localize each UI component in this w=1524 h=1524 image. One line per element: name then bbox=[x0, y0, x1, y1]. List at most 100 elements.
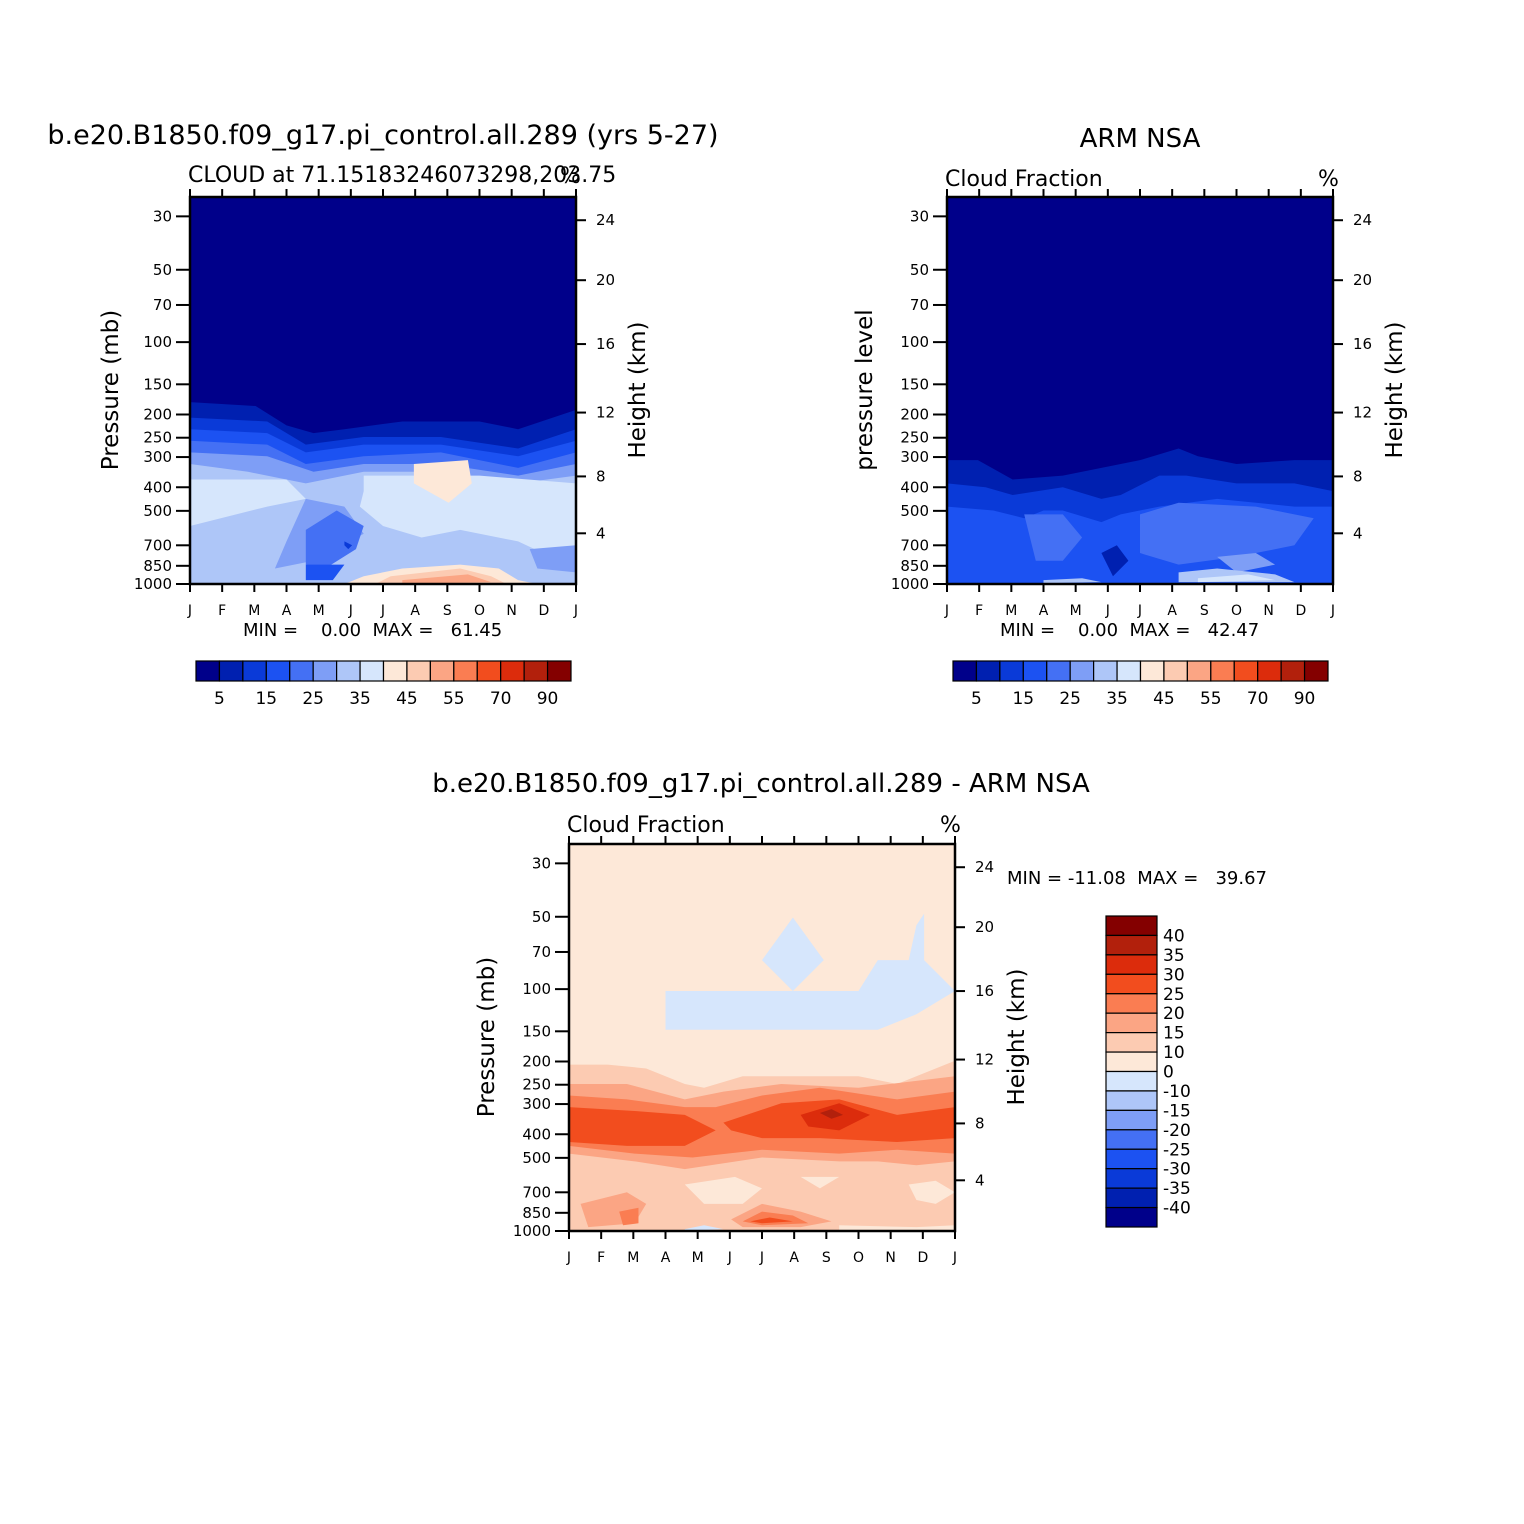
diff-xtick-label: J bbox=[727, 1250, 732, 1266]
diff-contour-20 bbox=[839, 1225, 955, 1231]
model-ytick-label: 250 bbox=[143, 429, 172, 447]
model-rtick-label: 8 bbox=[596, 467, 606, 485]
diff-ytick-label: 400 bbox=[522, 1125, 551, 1143]
obs-colorbar-box bbox=[999, 660, 1024, 682]
model-units-label: % bbox=[560, 164, 581, 189]
diff-colorbar-box bbox=[1105, 1070, 1158, 1092]
obs-rtick-label: 12 bbox=[1353, 404, 1372, 422]
model-contour-17 bbox=[402, 574, 492, 584]
diff-colorbar-box bbox=[1105, 1129, 1158, 1150]
obs-colorbar-box bbox=[1280, 660, 1306, 682]
diff-colorbar-box bbox=[1105, 954, 1158, 975]
obs-colorbar-box bbox=[1116, 660, 1142, 682]
diff-colorbar-box bbox=[1105, 1109, 1158, 1131]
diff-xtick-label: D bbox=[917, 1250, 928, 1266]
obs-ytick-label: 700 bbox=[900, 536, 929, 554]
obs-ytick-label: 100 bbox=[900, 333, 929, 351]
diff-subtitle: Cloud Fraction bbox=[567, 813, 725, 838]
model-rtick-label: 24 bbox=[596, 211, 615, 229]
model-ytick-label: 70 bbox=[153, 296, 172, 314]
diff-stats: MIN = -11.08 MAX = 39.67 bbox=[1007, 868, 1267, 889]
diff-contour-9 bbox=[819, 1109, 844, 1119]
obs-colorbar-box bbox=[1022, 660, 1048, 682]
model-colorbar-box bbox=[336, 660, 361, 682]
obs-colorbar: 5 15 25 35 45 55 70 90 bbox=[952, 660, 1329, 709]
obs-xtick-label: J bbox=[1105, 603, 1110, 619]
obs-xtick-label: A bbox=[1039, 603, 1049, 619]
diff-colorbar-box bbox=[1105, 1168, 1158, 1189]
obs-ytick-label: 50 bbox=[910, 261, 929, 279]
diff-colorbar-label: -20 bbox=[1163, 1121, 1191, 1141]
obs-colorbar-box bbox=[1046, 660, 1071, 682]
diff-colorbar-box bbox=[1105, 1090, 1158, 1111]
obs-stats: MIN = 0.00 MAX = 42.47 bbox=[1000, 620, 1259, 641]
model-ytick-label: 100 bbox=[143, 333, 172, 351]
model-colorbar-label: 45 bbox=[396, 689, 418, 709]
obs-rtick-label: 4 bbox=[1353, 524, 1363, 542]
obs-rtick-label: 8 bbox=[1353, 467, 1363, 485]
model-colorbar-box bbox=[546, 660, 572, 682]
model-xtick-label: J bbox=[573, 603, 578, 619]
diff-colorbar-box bbox=[1105, 973, 1158, 995]
diff-contour-19 bbox=[684, 1225, 724, 1231]
model-ytick-label: 300 bbox=[143, 448, 172, 466]
diff-xtick-label: M bbox=[627, 1250, 639, 1266]
obs-xtick-label: F bbox=[975, 603, 983, 619]
diff-colorbar-label: -40 bbox=[1163, 1199, 1191, 1219]
model-contour-12 bbox=[305, 510, 364, 569]
diff-rtick-label: 20 bbox=[975, 918, 994, 936]
obs-xtick-label: J bbox=[1137, 603, 1142, 619]
obs-rtick-label: 16 bbox=[1353, 335, 1372, 353]
diff-contour-13 bbox=[908, 1180, 955, 1204]
model-colorbar-label: 35 bbox=[349, 689, 371, 709]
obs-panel: ARM NSA Cloud Fraction % J F M A M J J A S O N D J 30 50 7… bbox=[852, 124, 1408, 709]
model-ytick-label: 150 bbox=[143, 375, 172, 393]
obs-contour-10 bbox=[1043, 578, 1102, 584]
diff-contour-fills bbox=[569, 844, 955, 1231]
model-colorbar-label: 15 bbox=[255, 689, 277, 709]
diff-colorbar-box bbox=[1105, 1032, 1158, 1053]
model-contour-fills bbox=[190, 197, 576, 584]
model-ytick-label: 30 bbox=[153, 207, 172, 225]
obs-xtick-label: M bbox=[1005, 603, 1017, 619]
diff-colorbar-label: 35 bbox=[1163, 946, 1185, 966]
obs-ylabel-right: Height (km) bbox=[1382, 321, 1408, 458]
model-xtick-label: N bbox=[506, 603, 516, 619]
model-colorbar-label: 25 bbox=[302, 689, 324, 709]
model-xtick-label: J bbox=[380, 603, 385, 619]
obs-ytick-label: 300 bbox=[900, 448, 929, 466]
model-colorbar-box bbox=[289, 660, 314, 682]
obs-colorbar-box bbox=[952, 660, 978, 682]
obs-colorbar-box bbox=[1233, 660, 1259, 682]
model-rtick-label: 12 bbox=[596, 404, 615, 422]
obs-colorbar-label: 45 bbox=[1153, 689, 1175, 709]
obs-ytick-label: 500 bbox=[900, 502, 929, 520]
diff-colorbar-label: -10 bbox=[1163, 1082, 1191, 1102]
obs-colorbar-label: 5 bbox=[971, 689, 982, 709]
diff-colorbar-box bbox=[1105, 993, 1158, 1014]
obs-rtick-label: 24 bbox=[1353, 211, 1372, 229]
model-contour-8 bbox=[359, 475, 576, 569]
diff-contour-12 bbox=[800, 1176, 840, 1189]
obs-xtick-label: O bbox=[1231, 603, 1242, 619]
obs-subtitle: Cloud Fraction bbox=[945, 167, 1103, 192]
model-xtick-label: A bbox=[282, 603, 292, 619]
diff-contour-15 bbox=[619, 1207, 639, 1226]
obs-colorbar-label: 55 bbox=[1200, 689, 1222, 709]
obs-rtick-label: 20 bbox=[1353, 271, 1372, 289]
obs-colorbar-label: 25 bbox=[1059, 689, 1081, 709]
diff-contour-6 bbox=[569, 1107, 716, 1146]
model-colorbar-label: 70 bbox=[490, 689, 512, 709]
obs-xtick-label: S bbox=[1200, 603, 1209, 619]
obs-contour-7 bbox=[1101, 545, 1129, 577]
diff-xtick-label: M bbox=[692, 1250, 704, 1266]
model-colorbar-label: 5 bbox=[214, 689, 225, 709]
diff-colorbar-label: 10 bbox=[1163, 1043, 1185, 1063]
obs-colorbar-box bbox=[1163, 660, 1188, 682]
diff-colorbar-label: 15 bbox=[1163, 1024, 1185, 1044]
obs-colorbar-box bbox=[1139, 660, 1165, 682]
model-xtick-label: J bbox=[187, 603, 192, 619]
model-rtick-label: 20 bbox=[596, 271, 615, 289]
obs-colorbar-box bbox=[975, 660, 1001, 682]
